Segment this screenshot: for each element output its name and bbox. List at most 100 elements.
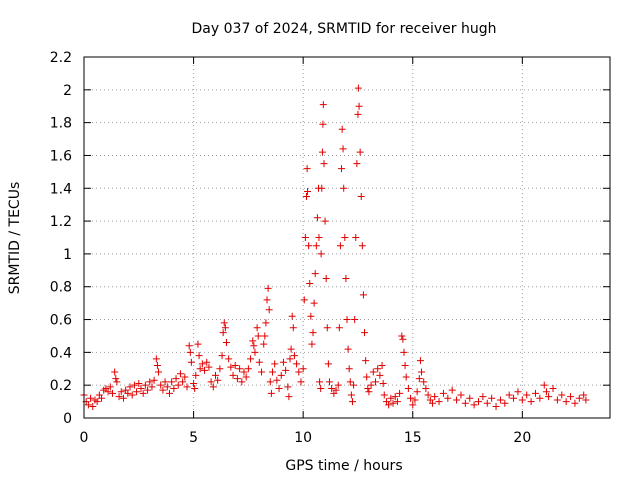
data-point bbox=[453, 396, 461, 404]
data-point bbox=[297, 378, 305, 386]
data-point bbox=[348, 398, 356, 406]
data-point bbox=[422, 384, 430, 392]
data-point bbox=[268, 368, 276, 376]
data-point bbox=[176, 370, 184, 378]
data-point bbox=[315, 234, 323, 241]
data-point bbox=[553, 396, 561, 404]
data-point bbox=[265, 306, 273, 314]
data-point bbox=[401, 361, 409, 369]
data-point bbox=[295, 368, 303, 376]
data-point bbox=[350, 381, 358, 389]
data-point bbox=[420, 378, 428, 386]
data-point bbox=[363, 373, 371, 381]
data-point bbox=[318, 184, 326, 192]
data-point bbox=[163, 383, 171, 391]
data-point bbox=[409, 401, 417, 409]
data-point bbox=[229, 371, 237, 379]
data-point bbox=[247, 355, 255, 363]
y-axis-title: SRMTID / TECUs bbox=[7, 182, 23, 295]
data-point bbox=[318, 148, 326, 156]
data-point bbox=[351, 316, 359, 324]
data-point bbox=[271, 360, 279, 368]
y-tick-label: 0.2 bbox=[50, 378, 72, 394]
data-point bbox=[205, 363, 213, 371]
data-point bbox=[404, 384, 412, 392]
data-point bbox=[323, 324, 331, 332]
data-point bbox=[354, 110, 362, 118]
data-point bbox=[222, 339, 230, 347]
data-point bbox=[466, 394, 474, 402]
data-point bbox=[580, 391, 588, 399]
data-point bbox=[527, 398, 535, 406]
data-point bbox=[355, 102, 363, 110]
data-point bbox=[312, 242, 320, 250]
data-point bbox=[273, 376, 281, 384]
data-point bbox=[139, 389, 147, 397]
data-point bbox=[233, 375, 241, 383]
data-point bbox=[98, 394, 106, 402]
data-point bbox=[531, 389, 539, 397]
data-point bbox=[492, 403, 500, 411]
data-point bbox=[310, 299, 318, 307]
data-point bbox=[418, 368, 426, 376]
data-point bbox=[364, 384, 372, 392]
tick-labels: 0 0.2 0.4 0.6 0.8 1 1.2 1.4 1.6 1.8 2 2.2 0 5 10 15 20 bbox=[50, 50, 532, 446]
data-point bbox=[317, 250, 325, 258]
data-point bbox=[113, 378, 121, 386]
data-point bbox=[219, 329, 227, 337]
data-point bbox=[225, 355, 233, 363]
data-point bbox=[304, 188, 312, 196]
data-point bbox=[159, 386, 167, 394]
data-point bbox=[172, 375, 180, 383]
data-point bbox=[308, 340, 316, 348]
x-axis-title: GPS time / hours bbox=[285, 458, 402, 474]
data-point bbox=[379, 380, 387, 388]
data-point bbox=[336, 242, 344, 250]
data-point bbox=[275, 384, 283, 392]
data-point bbox=[185, 342, 193, 350]
data-point bbox=[258, 368, 266, 376]
data-point bbox=[387, 394, 395, 402]
data-point bbox=[303, 165, 311, 173]
data-point bbox=[300, 296, 308, 304]
data-point bbox=[357, 192, 365, 200]
data-point bbox=[289, 324, 297, 332]
data-point bbox=[319, 120, 327, 128]
data-point bbox=[575, 394, 583, 402]
data-point bbox=[540, 381, 548, 389]
data-point bbox=[488, 394, 496, 402]
data-point bbox=[399, 335, 407, 343]
data-point bbox=[108, 389, 116, 397]
data-point bbox=[371, 378, 379, 386]
data-point bbox=[277, 371, 285, 379]
data-point bbox=[218, 352, 226, 360]
data-point bbox=[266, 378, 274, 386]
data-point bbox=[112, 375, 120, 383]
data-point bbox=[238, 378, 246, 386]
data-point bbox=[119, 394, 127, 402]
data-point bbox=[514, 388, 522, 396]
data-point bbox=[236, 365, 244, 373]
data-point bbox=[475, 398, 482, 406]
data-point bbox=[369, 368, 377, 376]
data-point bbox=[179, 378, 187, 386]
data-points bbox=[80, 84, 590, 411]
data-point bbox=[416, 357, 424, 365]
data-point bbox=[362, 357, 370, 365]
data-point bbox=[302, 192, 310, 200]
data-point bbox=[212, 371, 219, 379]
data-point bbox=[361, 329, 369, 337]
data-point bbox=[582, 396, 590, 404]
data-point bbox=[260, 340, 268, 348]
data-point bbox=[263, 296, 271, 304]
data-point bbox=[264, 284, 272, 292]
data-point bbox=[285, 393, 293, 401]
data-point bbox=[106, 383, 114, 391]
data-point bbox=[343, 316, 351, 324]
data-point bbox=[190, 380, 198, 388]
data-point bbox=[284, 383, 292, 391]
x-tick-label: 15 bbox=[404, 430, 422, 446]
data-point bbox=[124, 389, 132, 397]
data-point bbox=[261, 332, 269, 340]
